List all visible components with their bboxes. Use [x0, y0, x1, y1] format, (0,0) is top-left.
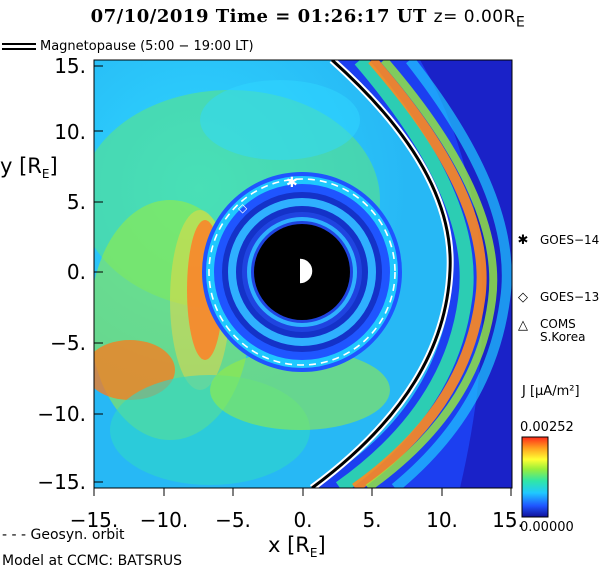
y-axis-label: y [RE] — [0, 154, 58, 182]
x-axis-label: x [RE] — [268, 533, 326, 561]
goes13-label: GOES−13 — [540, 290, 600, 304]
geosync-orbit — [208, 178, 396, 366]
y-tick-label: 5. — [66, 190, 86, 214]
goes14-icon: ✱ — [517, 233, 529, 248]
goes13-marker: ◇ — [238, 201, 248, 215]
z-label-text: z= 0.00R — [433, 7, 516, 27]
z-label: z= 0.00RE — [433, 7, 526, 31]
z-label-subscript: E — [515, 14, 526, 31]
y-ticks — [94, 65, 103, 483]
magnetopause-line-swatch — [2, 43, 36, 50]
outer-band-1 — [335, 60, 474, 488]
colorbar-title: J [μA/m²] — [522, 384, 580, 399]
y-tick-label: 10. — [54, 120, 86, 144]
colorbar — [521, 436, 549, 518]
goes14-marker: ✱ — [286, 175, 298, 191]
x-tick-label: −5. — [215, 508, 251, 532]
coms-icon: △ — [518, 318, 528, 333]
satellite-legend-coms: △ COMS S.Korea — [516, 318, 585, 344]
satellite-legend-goes13: ◇ GOES−13 — [516, 290, 599, 305]
upper-region — [200, 80, 360, 160]
goes14-label: GOES−14 — [540, 233, 600, 247]
coms-label: COMS S.Korea — [540, 317, 586, 344]
earth-night-side — [287, 258, 300, 284]
colorbar-min: 0.00000 — [520, 520, 574, 535]
x-tick-label: 15. — [492, 508, 524, 532]
x-tick-label: −15. — [69, 508, 119, 532]
y-tick-label: −5. — [50, 331, 86, 355]
satellite-legend-goes14: ✱ GOES−14 — [516, 233, 600, 248]
x-tick-label: 0. — [293, 508, 313, 532]
model-credit: Model at CCMC: BATSRUS — [2, 553, 182, 569]
geosync-legend: - - - Geosyn. orbit — [2, 527, 125, 543]
x-tick-label: 5. — [362, 508, 382, 532]
y-tick-label: 15. — [54, 54, 86, 78]
magnetopause-label: Magnetopause (5:00 − 19:00 LT) — [40, 39, 254, 54]
lower-center-region — [210, 350, 390, 430]
x-tick-label: −10. — [139, 508, 189, 532]
title-text: 07/10/2019 Time = 01:26:17 UT — [90, 6, 427, 27]
solar-wind-deep — [420, 60, 512, 488]
outer-band-3 — [365, 60, 498, 488]
outer-band-4 — [391, 60, 512, 488]
heatmap-field — [94, 60, 512, 488]
magnetopause — [309, 60, 454, 488]
y-tick-label: 0. — [66, 260, 86, 284]
y-tick-label: −10. — [37, 402, 86, 426]
chart-title: 07/10/2019 Time = 01:26:17 UT z= 0.00RE — [0, 6, 616, 30]
ring-band-c — [247, 217, 357, 327]
x-ticks — [93, 488, 512, 496]
magnetopause-legend: Magnetopause (5:00 − 19:00 LT) — [2, 39, 254, 54]
ring-band-b — [228, 198, 376, 346]
x-tick-label: 10. — [426, 508, 458, 532]
colorbar-max: 0.00252 — [520, 420, 574, 435]
goes13-icon: ◇ — [518, 290, 528, 305]
ring-band-a — [206, 176, 398, 368]
y-tick-label: −15. — [37, 470, 86, 494]
outer-band-2 — [352, 60, 487, 488]
